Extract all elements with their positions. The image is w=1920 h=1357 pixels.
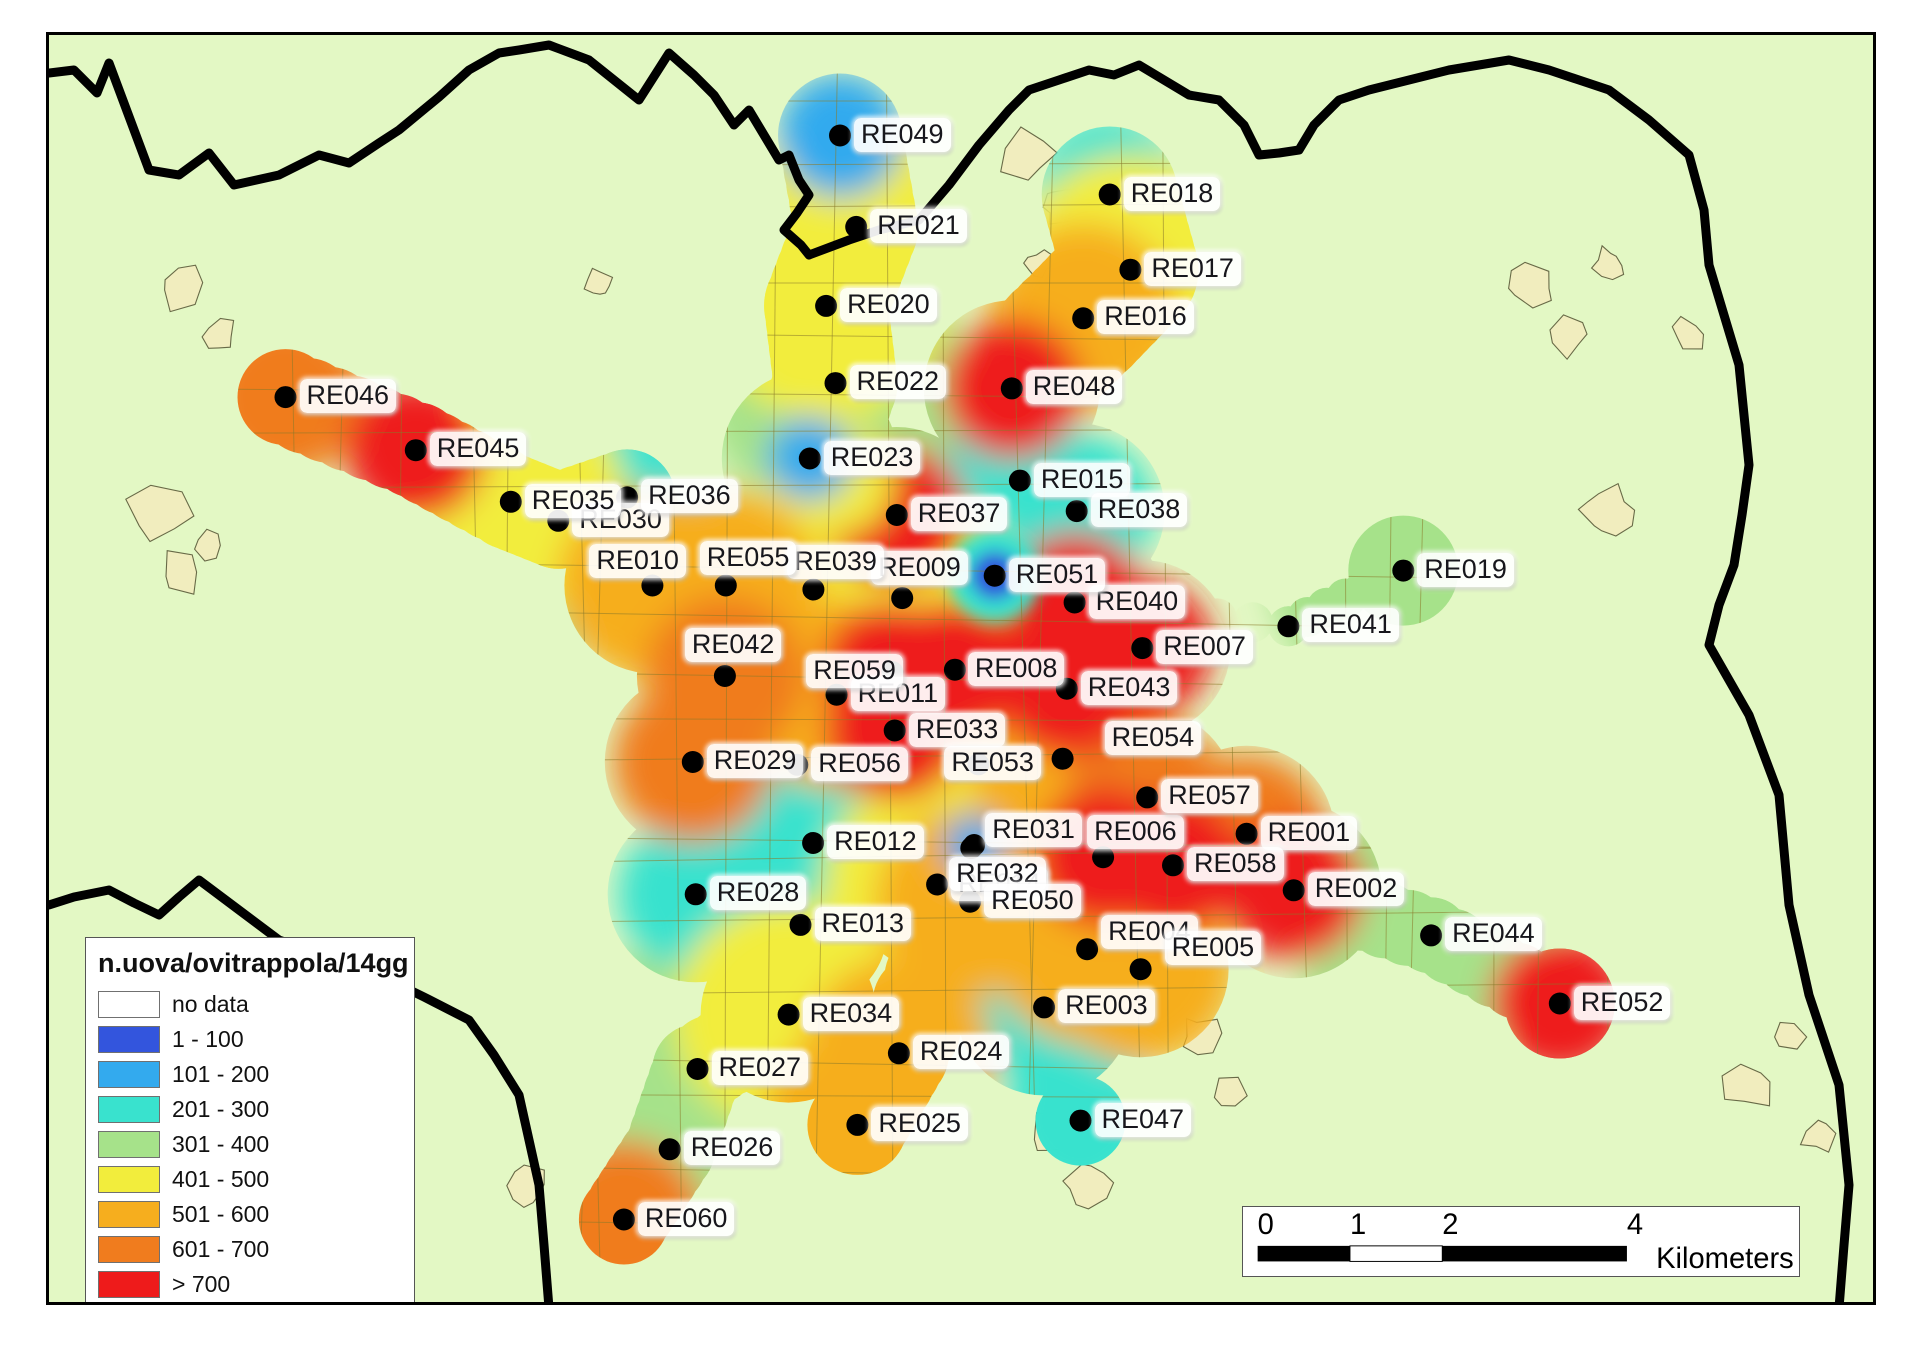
svg-text:1: 1 [1350, 1209, 1366, 1241]
svg-text:Kilometers: Kilometers [1656, 1243, 1794, 1275]
svg-text:0: 0 [1258, 1209, 1274, 1241]
svg-text:2: 2 [1442, 1209, 1458, 1241]
svg-text:4: 4 [1627, 1209, 1643, 1241]
